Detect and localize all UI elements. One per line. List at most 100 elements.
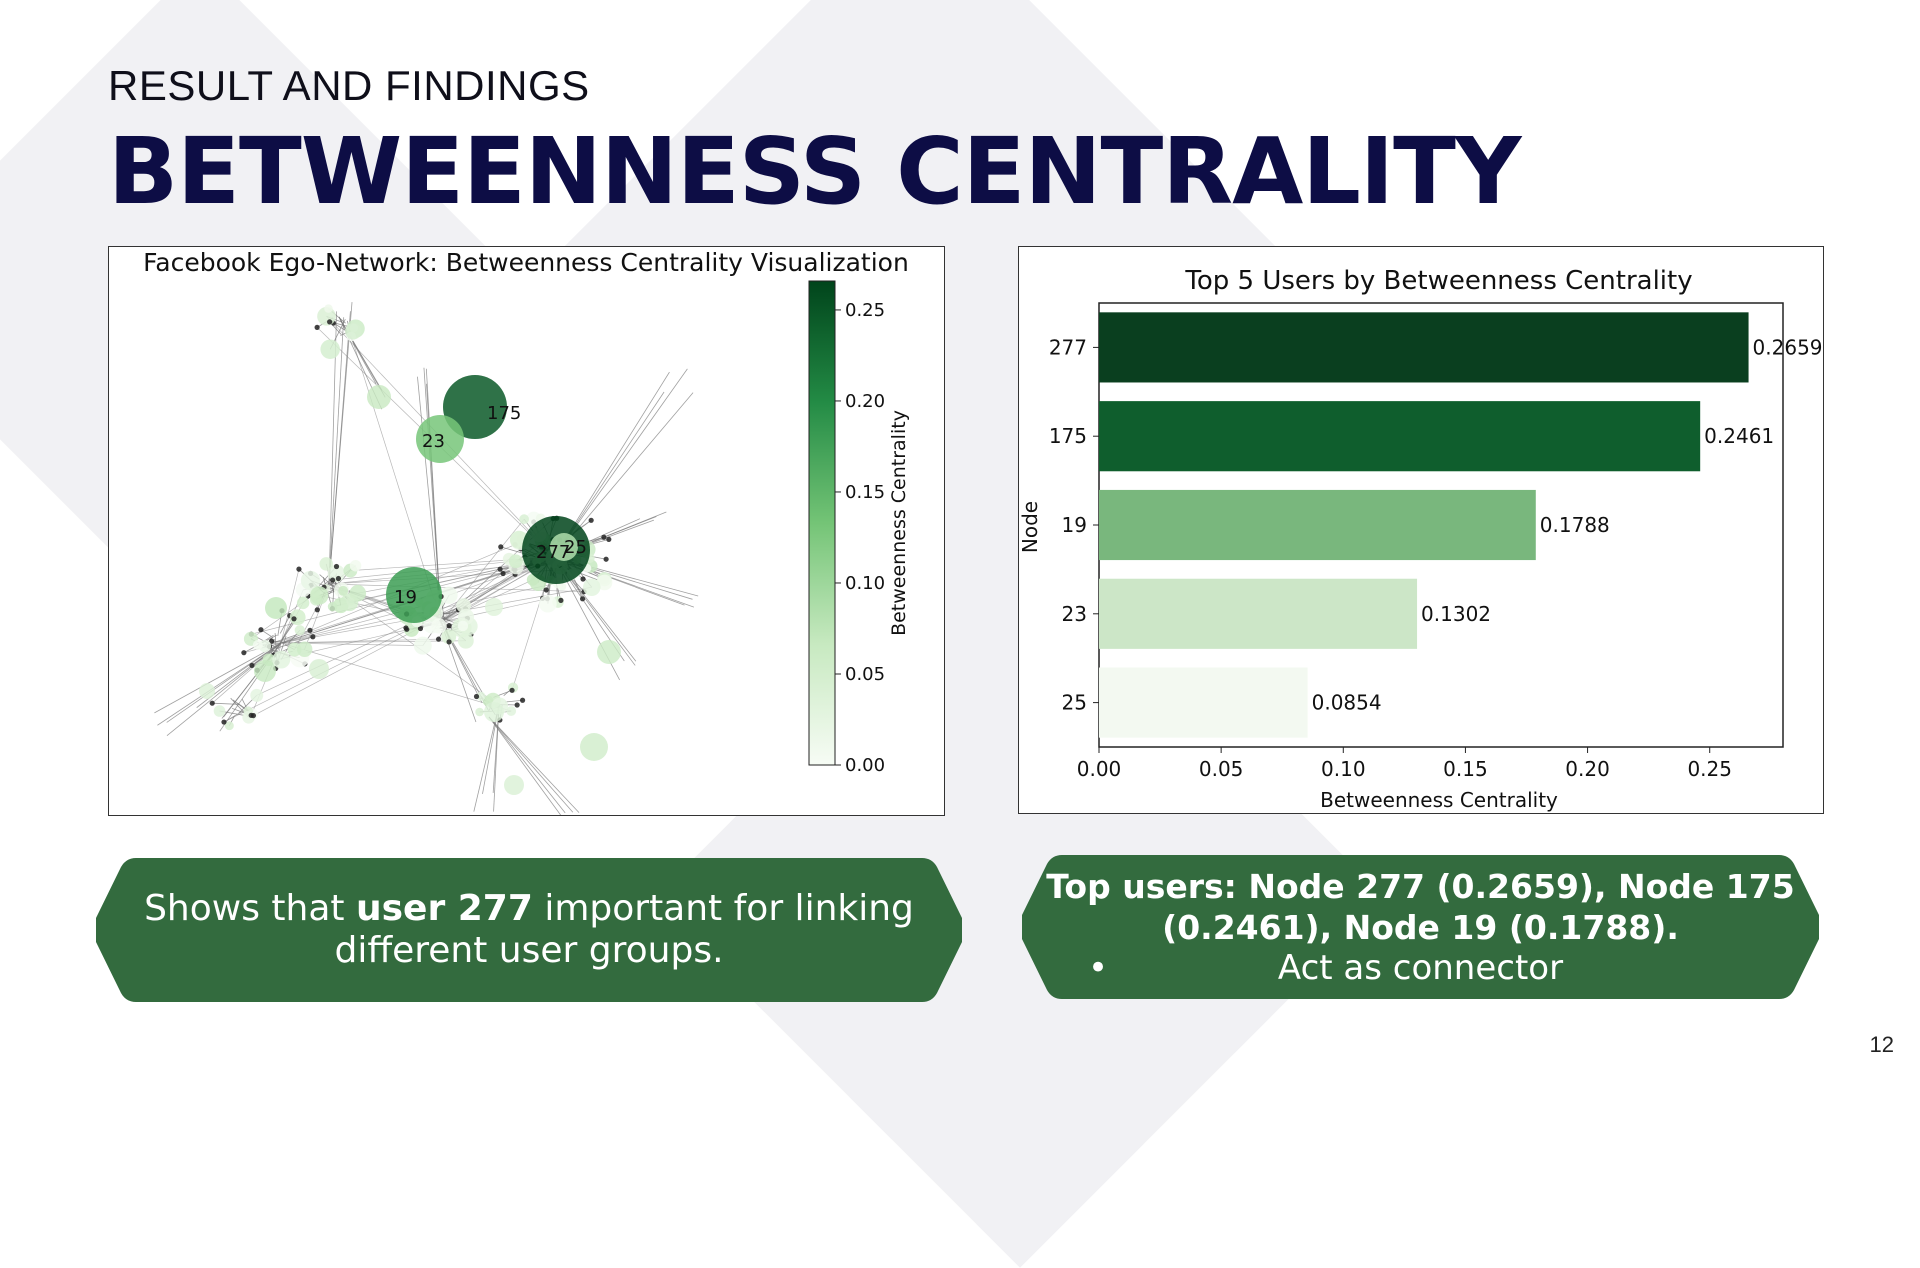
network-node [475, 708, 484, 717]
colorbar-ticks: 0.000.050.100.150.200.25 [835, 300, 885, 776]
network-node [403, 625, 408, 630]
slide-subtitle: RESULT AND FINDINGS [108, 62, 590, 110]
network-edge [489, 717, 573, 812]
network-node [214, 705, 226, 717]
network-node [350, 560, 361, 571]
callout-left-line1: Shows that user 277 important for linkin… [144, 888, 914, 930]
network-node [606, 537, 611, 542]
network-node [509, 688, 514, 693]
network-node [601, 535, 606, 540]
network-node [589, 518, 594, 523]
network-node [330, 577, 335, 582]
x-tick-label: 0.15 [1443, 757, 1488, 781]
bar-23 [1099, 579, 1417, 649]
network-node [504, 775, 524, 795]
callout-right-bullet: • Act as connector [1022, 948, 1819, 989]
network-node [336, 576, 341, 581]
network-node [544, 587, 549, 592]
network-node [241, 650, 246, 655]
network-node [297, 642, 312, 657]
x-tick-label: 0.00 [1077, 757, 1122, 781]
callout-left-before: Shows that [144, 888, 356, 929]
network-node [258, 627, 263, 632]
network-edge [489, 717, 579, 813]
network-node [250, 689, 263, 702]
network-node [210, 701, 215, 706]
colorbar-tick-label: 0.05 [845, 664, 885, 685]
network-node [297, 597, 309, 609]
callout-right-line2: (0.2461), Node 19 (0.1788). [1162, 907, 1679, 948]
network-node [604, 557, 609, 562]
network-node [345, 323, 362, 340]
network-node [414, 637, 432, 655]
network-node [474, 694, 479, 699]
y-tick-label: 23 [1062, 602, 1087, 626]
bar-25 [1099, 668, 1308, 738]
y-tick-label: 25 [1062, 691, 1087, 715]
network-node [315, 607, 320, 612]
bar-value-label: 0.1302 [1421, 602, 1491, 626]
x-tick-label: 0.25 [1687, 757, 1732, 781]
network-node [583, 578, 601, 596]
network-node [431, 618, 446, 633]
network-node [446, 639, 451, 644]
callout-left-after: important for linking [533, 888, 914, 929]
network-node [484, 702, 504, 722]
callout-left-line2: different user groups. [334, 930, 723, 972]
network-node [519, 514, 529, 524]
network-node [500, 571, 505, 576]
colorbar-tick-label: 0.20 [845, 391, 885, 412]
network-edges [154, 302, 698, 815]
network-node [520, 698, 525, 703]
callout-right: Top users: Node 277 (0.2659), Node 175 (… [1022, 855, 1819, 999]
colorbar-label: Betweenness Centrality [888, 410, 910, 636]
bar-value-label: 0.2461 [1704, 424, 1774, 448]
y-axis-label: Node [1019, 501, 1042, 553]
bar-chart: Top 5 Users by Betweenness Centrality 27… [1019, 247, 1823, 813]
network-node [315, 325, 320, 330]
callout-right-line1: Top users: Node 277 (0.2659), Node 175 [1046, 866, 1794, 907]
network-node-label-23: 23 [422, 431, 445, 452]
network-figure: Facebook Ego-Network: Betweenness Centra… [109, 247, 944, 815]
network-node [251, 713, 256, 718]
network-node [447, 623, 452, 628]
colorbar-tick-label: 0.15 [845, 482, 885, 503]
bar-value-label: 0.0854 [1312, 691, 1382, 715]
bar-value-label: 0.2659 [1753, 335, 1823, 359]
network-node [580, 596, 585, 601]
colorbar-tick-label: 0.25 [845, 300, 885, 321]
network-edge [505, 700, 523, 702]
network-node [327, 319, 332, 324]
network-node [539, 595, 557, 613]
network-node [296, 566, 301, 571]
network-node-label-19: 19 [394, 587, 417, 608]
network-node [310, 634, 315, 639]
network-node [580, 576, 585, 581]
network-node [324, 304, 332, 312]
network-node [310, 586, 328, 604]
network-node [319, 557, 332, 570]
network-node [272, 651, 290, 669]
network-node [249, 663, 254, 668]
network-node [341, 593, 359, 611]
callout-right-text: Top users: Node 277 (0.2659), Node 175 (… [1022, 855, 1819, 999]
network-node [436, 637, 441, 642]
network-node [309, 659, 329, 679]
network-node [509, 554, 523, 568]
bar-value-label: 0.1788 [1540, 513, 1610, 537]
slide-title: BETWEENNESS CENTRALITY [108, 118, 1521, 225]
colorbar-tick-label: 0.00 [845, 755, 885, 776]
network-node [558, 598, 563, 603]
network-node [291, 616, 296, 621]
page-number: 12 [1870, 1032, 1894, 1058]
network-node [458, 621, 468, 631]
network-node [253, 640, 263, 650]
network-node [307, 628, 312, 633]
x-tick-label: 0.20 [1565, 757, 1610, 781]
x-tick-label: 0.05 [1199, 757, 1244, 781]
network-node [199, 683, 215, 699]
bar-277 [1099, 312, 1749, 382]
callout-left: Shows that user 277 important for linkin… [96, 858, 962, 1002]
network-node [597, 640, 621, 664]
